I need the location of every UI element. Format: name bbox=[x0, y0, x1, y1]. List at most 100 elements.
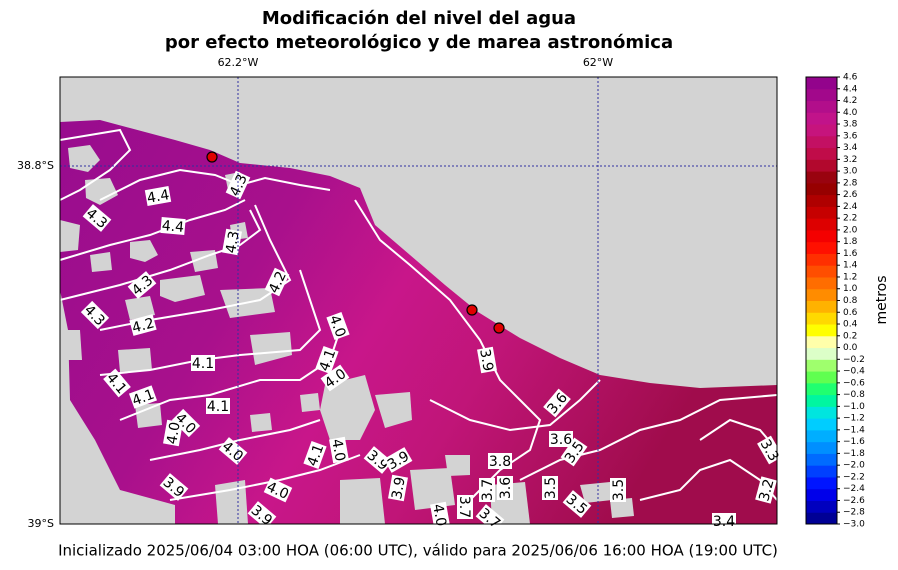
colorbar-segment bbox=[806, 312, 837, 325]
contour-label: 4.1 bbox=[206, 398, 230, 415]
contour-label-bg bbox=[163, 419, 183, 447]
contour-label-bg bbox=[477, 346, 497, 374]
contour-label: 4.3 bbox=[222, 228, 243, 256]
colorbar-segment bbox=[806, 112, 837, 125]
contour-label-text: 4.3 bbox=[223, 230, 243, 255]
contour-label-bg bbox=[218, 437, 248, 465]
colorbar-segment bbox=[806, 171, 837, 184]
colorbar-tick-label: 1.0 bbox=[843, 284, 858, 294]
contour-label: 3.5 bbox=[610, 478, 627, 502]
stations bbox=[206, 151, 505, 334]
colorbar-tick-label: 3.4 bbox=[843, 143, 858, 153]
contour-label-bg bbox=[329, 436, 349, 464]
colorbar-segment bbox=[806, 347, 837, 360]
contour-label-bg bbox=[264, 267, 290, 297]
contour-label-text: 3.7 bbox=[480, 479, 496, 501]
colorbar-tick-label: −0.2 bbox=[843, 355, 865, 365]
colorbar-segment bbox=[806, 488, 837, 501]
colorbar-tick-label: −1.2 bbox=[843, 414, 865, 424]
colorbar-segment bbox=[806, 100, 837, 113]
contour-label-bg bbox=[159, 473, 189, 501]
contour-label: 3.9 bbox=[476, 346, 497, 374]
colorbar-tick-label: 4.2 bbox=[843, 96, 857, 106]
colorbar-tick-label: −1.0 bbox=[843, 402, 865, 412]
contour-label-text: 3.6 bbox=[550, 432, 572, 448]
colorbar-segment bbox=[806, 382, 837, 396]
colorbar-segment bbox=[806, 453, 837, 466]
contour-label: 4.0 bbox=[328, 436, 349, 464]
colorbar-tick-label: 0.2 bbox=[843, 331, 857, 341]
lat-label: 39°S bbox=[28, 517, 54, 530]
contour-label: 4.0 bbox=[326, 311, 350, 341]
lon-label: 62°W bbox=[583, 56, 613, 69]
colorbar-tick-label: −0.6 bbox=[843, 378, 865, 388]
colorbar-segment bbox=[806, 135, 837, 149]
contour-label-bg bbox=[363, 446, 393, 474]
colorbar-tick-label: 1.6 bbox=[843, 249, 858, 259]
title-line: por efecto meteorológico y de marea astr… bbox=[165, 32, 673, 53]
contour-label-bg bbox=[388, 474, 408, 502]
map-panel: 4.44.3 4.44.34.34.24.34.3 4.2 4.04.14.14.04… bbox=[59, 76, 783, 532]
contour-label-bg bbox=[542, 476, 558, 500]
contour-label-bg bbox=[543, 388, 571, 418]
contour-label-bg bbox=[755, 476, 777, 504]
colorbar-tick-label: −1.8 bbox=[843, 449, 865, 459]
lon-label: 62.2°W bbox=[218, 56, 259, 69]
contour-label: 4.0 bbox=[163, 419, 184, 447]
contour-label-bg bbox=[383, 447, 413, 473]
colorbar-segment bbox=[806, 253, 837, 266]
contour-label: 4.1 bbox=[315, 345, 340, 375]
colorbar-segment bbox=[806, 229, 837, 243]
contour-label-bg bbox=[247, 501, 277, 529]
contour-label-text: 4.0 bbox=[429, 503, 449, 528]
contour-label: 3.7 bbox=[456, 495, 473, 519]
colorbar-segment bbox=[806, 324, 837, 337]
contour-label-bg bbox=[562, 490, 592, 518]
contour-label-bg bbox=[315, 345, 339, 375]
contour-label-bg bbox=[263, 477, 293, 503]
contour-label-text: 4.0 bbox=[164, 421, 184, 446]
colorbar-segment bbox=[806, 465, 837, 478]
colorbar-label: metros bbox=[874, 275, 890, 324]
contour-label-text: 4.1 bbox=[130, 387, 156, 410]
colorbar-segment bbox=[806, 394, 837, 407]
contour-label-text: 4.1 bbox=[317, 347, 340, 373]
contour-label: 3.8 bbox=[488, 453, 512, 470]
colorbar-segment bbox=[806, 288, 837, 301]
contour-label-bg bbox=[127, 271, 157, 299]
contour-label-text: 3.9 bbox=[389, 476, 409, 501]
colorbar-tick-label: −0.8 bbox=[843, 390, 865, 400]
colorbar-tick-label: 0.8 bbox=[843, 296, 858, 306]
contour-label-text: 3.2 bbox=[756, 477, 777, 503]
colorbar-segment bbox=[806, 429, 837, 443]
colorbar-tick-label: 0.0 bbox=[843, 343, 858, 353]
contour-label: 4.2 bbox=[129, 314, 157, 337]
contour-label-bg bbox=[560, 437, 588, 467]
colorbar-tick-label: −2.6 bbox=[843, 496, 865, 506]
contour-label-text: 4.0 bbox=[328, 438, 348, 463]
contour-lines bbox=[59, 128, 778, 501]
contour-label-bg bbox=[712, 513, 736, 529]
contour-label-text: 4.0 bbox=[326, 313, 349, 339]
colorbar-segment bbox=[806, 218, 837, 231]
contour-label-bg bbox=[129, 314, 157, 336]
lat-label: 38.8°S bbox=[17, 159, 54, 172]
contour-label-bg bbox=[128, 385, 158, 409]
contour-label: 3.7 bbox=[479, 478, 496, 502]
graticule bbox=[60, 77, 777, 524]
contour-label-bg bbox=[80, 300, 110, 330]
contour-label-text: 4.1 bbox=[192, 356, 214, 372]
colorbar-segment bbox=[806, 182, 837, 196]
colorbar-tick-label: −2.2 bbox=[843, 472, 865, 482]
contour-label: 4.4 bbox=[160, 216, 186, 236]
footer: Inicializado 2025/06/04 03:00 HOA (06:00… bbox=[58, 542, 778, 560]
colorbar-segment bbox=[806, 124, 837, 137]
colorbar-tick-label: −2.0 bbox=[843, 461, 865, 471]
colorbar-tick-label: 4.6 bbox=[843, 73, 858, 83]
colorbar-tick-label: 0.4 bbox=[843, 320, 858, 330]
colorbar-segment bbox=[806, 476, 837, 490]
contour-label-bg bbox=[320, 364, 350, 392]
colorbar-segment bbox=[806, 147, 837, 160]
colorbar-tick-label: 2.2 bbox=[843, 214, 857, 224]
